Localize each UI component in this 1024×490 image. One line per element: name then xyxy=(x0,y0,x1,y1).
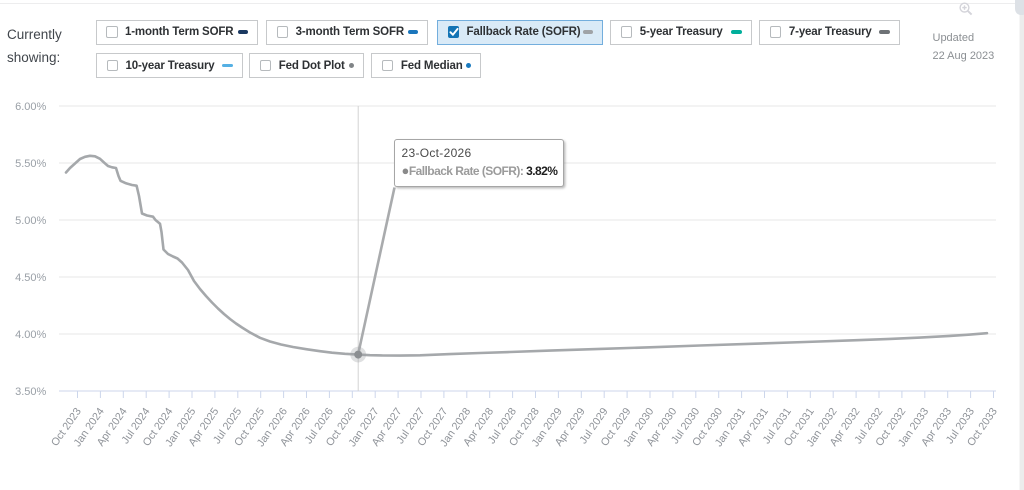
svg-text:3.50%: 3.50% xyxy=(15,386,46,398)
svg-text:6.00%: 6.00% xyxy=(15,101,46,113)
svg-text:4.50%: 4.50% xyxy=(15,272,46,284)
svg-text:5.50%: 5.50% xyxy=(15,158,46,170)
svg-text:4.00%: 4.00% xyxy=(15,329,46,341)
svg-text:5.00%: 5.00% xyxy=(15,215,46,227)
